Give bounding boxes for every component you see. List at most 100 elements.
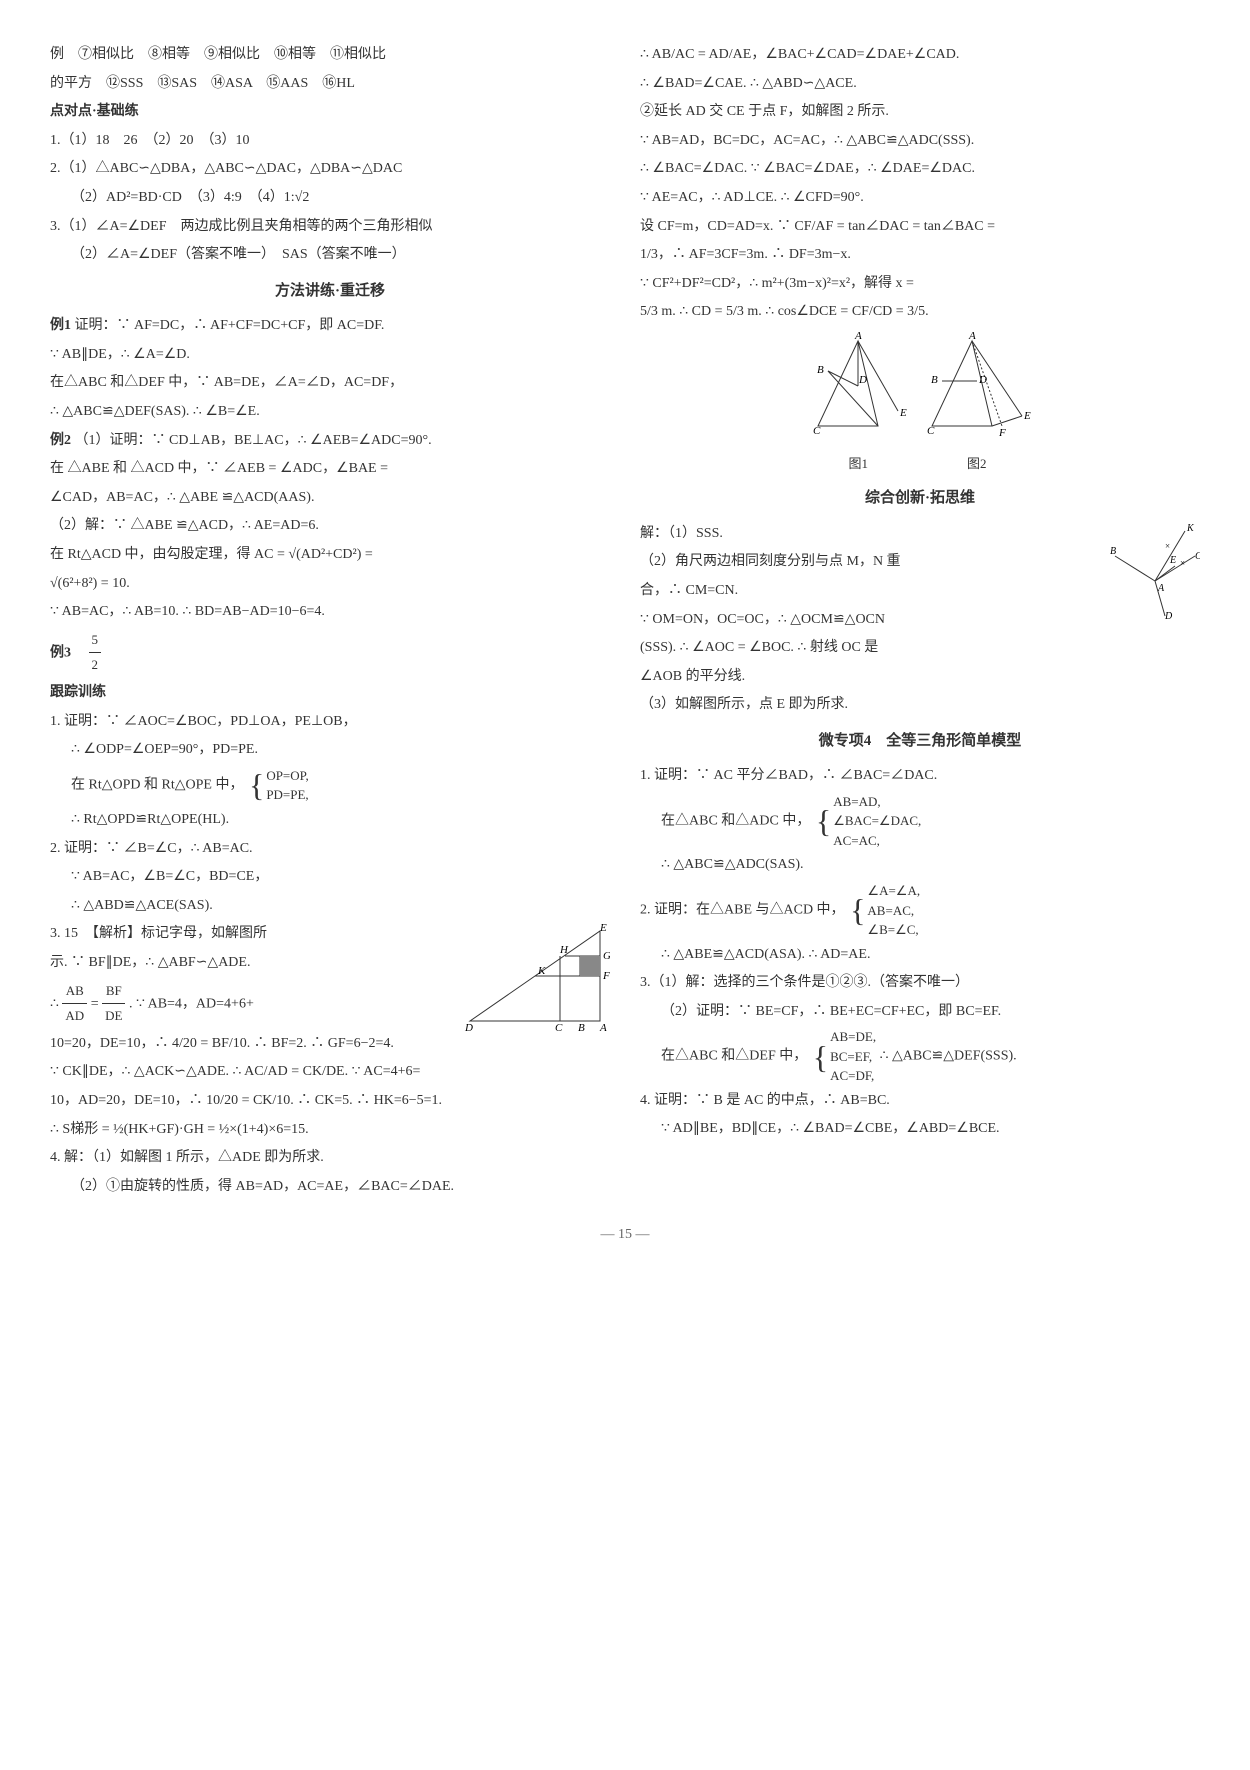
svg-text:×: × bbox=[1165, 541, 1170, 551]
text-line: ∴ ∠BAD=∠CAE. ∴ △ABD∽△ACE. bbox=[640, 71, 1200, 98]
brace-line: PD=PE, bbox=[266, 785, 308, 805]
svg-text:A: A bbox=[854, 331, 862, 342]
text-line: 4. 证明：∵ B 是 AC 的中点，∴ AB=BC. bbox=[640, 1088, 1200, 1115]
text-line: 2. 证明：在△ABE 与△ACD 中， { ∠A=∠A, AB=AC, ∠B=… bbox=[640, 881, 1200, 940]
text-line: 在△ABC 和△ADC 中， { AB=AD, ∠BAC=∠DAC, AC=AC… bbox=[640, 792, 1200, 851]
brace-line: AC=DF, bbox=[830, 1066, 876, 1086]
page-number: — 15 — bbox=[50, 1222, 1200, 1249]
text-line: ∴ △ABD≌△ACE(SAS). bbox=[50, 893, 610, 920]
svg-text:F: F bbox=[602, 970, 610, 982]
text-line: K B E C A D × × 解：（1）SSS. bbox=[640, 521, 1200, 548]
text-line: 2.（1）△ABC∽△DBA，△ABC∽△DAC，△DBA∽△DAC bbox=[50, 156, 610, 183]
text-line: ②延长 AD 交 CE 于点 F，如解图 2 所示. bbox=[640, 99, 1200, 126]
text-line: 在△ABC 和△DEF 中，∵ AB=DE，∠A=∠D，AC=DF， bbox=[50, 370, 610, 397]
svg-text:A: A bbox=[968, 331, 976, 342]
section-heading: 综合创新·拓思维 bbox=[640, 484, 1200, 513]
text-line: 2. 证明：∵ ∠B=∠C，∴ AB=AC. bbox=[50, 836, 610, 863]
text-line: √(6²+8²) = 10. bbox=[50, 571, 610, 598]
svg-text:B: B bbox=[1110, 546, 1116, 557]
triangle-diagram-icon: A B D C F E bbox=[917, 331, 1037, 441]
section-heading: 跟踪训练 bbox=[50, 680, 610, 707]
text-line: （2）解：∵ △ABE ≌△ACD，∴ AE=AD=6. bbox=[50, 513, 610, 540]
text-line: ∴ ∠ODP=∠OEP=90°，PD=PE. bbox=[50, 737, 610, 764]
left-brace-icon: { bbox=[813, 1041, 828, 1073]
svg-text:D: D bbox=[1164, 611, 1173, 621]
triangle-diagram-icon: A B D C E bbox=[803, 331, 913, 441]
example-2: 例2 （1）证明：∵ CD⊥AB，BE⊥AC，∴ ∠AEB=∠ADC=90°. bbox=[50, 428, 610, 455]
example-label: 例3 bbox=[50, 645, 71, 660]
text-line: 在△ABC 和△DEF 中， { AB=DE, BC=EF, AC=DF, ∴ … bbox=[640, 1027, 1200, 1086]
brace-group: { AB=DE, BC=EF, AC=DF, bbox=[811, 1027, 876, 1086]
text-line: ∵ AB∥DE，∴ ∠A=∠D. bbox=[50, 342, 610, 369]
text-line: 设 CF=m，CD=AD=x. ∵ CF/AF = tan∠DAC = tan∠… bbox=[640, 214, 1200, 241]
text: 解：（1）SSS. bbox=[640, 526, 723, 541]
text-line: （3）如解图所示，点 E 即为所求. bbox=[640, 692, 1200, 719]
brace-line: AB=AD, bbox=[833, 792, 921, 812]
page-content: 例 ⑦相似比 ⑧相等 ⑨相似比 ⑩相等 ⑪相似比 的平方 ⑫SSS ⑬SAS ⑭… bbox=[50, 40, 1200, 1202]
left-brace-icon: { bbox=[850, 894, 865, 926]
text-line: 4. 解：（1）如解图 1 所示，△ADE 即为所求. bbox=[50, 1145, 610, 1172]
text-line: 10，AD=20，DE=10，∴ 10/20 = CK/10. ∴ CK=5. … bbox=[50, 1088, 610, 1115]
text-line: （2）AD²=BD·CD （3）4:9 （4）1:√2 bbox=[50, 185, 610, 212]
brace-line: ∠A=∠A, bbox=[867, 881, 920, 901]
svg-text:B: B bbox=[578, 1022, 585, 1031]
brace-group: { AB=AD, ∠BAC=∠DAC, AC=AC, bbox=[814, 792, 921, 851]
text-line: ∴ △ABC≌△ADC(SAS). bbox=[640, 852, 1200, 879]
diagram-caption: 图2 bbox=[917, 452, 1037, 477]
text-line: ∵ AB=AC，∴ AB=10. ∴ BD=AB−AD=10−6=4. bbox=[50, 599, 610, 626]
text-line: （2）证明：∵ BE=CF，∴ BE+EC=CF+EC，即 BC=EF. bbox=[640, 999, 1200, 1026]
text-line: ∴ Rt△OPD≌Rt△OPE(HL). bbox=[50, 807, 610, 834]
text: 在 Rt△OPD 和 Rt△OPE 中， bbox=[71, 778, 243, 793]
svg-text:D: D bbox=[858, 374, 867, 386]
right-column: ∴ AB/AC = AD/AE，∠BAC+∠CAD=∠DAE+∠CAD. ∴ ∠… bbox=[640, 40, 1200, 1202]
svg-text:C: C bbox=[1195, 551, 1200, 562]
angle-diagram: K B E C A D × × bbox=[1110, 521, 1200, 632]
svg-text:H: H bbox=[559, 944, 569, 956]
text-line: ∴ △ABC≌△DEF(SAS). ∴ ∠B=∠E. bbox=[50, 399, 610, 426]
text-line: ∴ AB/AC = AD/AE，∠BAC+∠CAD=∠DAE+∠CAD. bbox=[640, 42, 1200, 69]
svg-text:C: C bbox=[813, 425, 821, 437]
example-label: 例2 bbox=[50, 433, 71, 448]
geometry-diagram-1: A B D C E 图1 bbox=[803, 331, 913, 476]
brace-content: AB=AD, ∠BAC=∠DAC, AC=AC, bbox=[833, 792, 921, 851]
text-line: 1. 证明：∵ AC 平分∠BAD，∴ ∠BAC=∠DAC. bbox=[640, 763, 1200, 790]
svg-text:E: E bbox=[1023, 410, 1031, 422]
text-line: ∴ S梯形 = ½(HK+GF)·GH = ½×(1+4)×6=15. bbox=[50, 1117, 610, 1144]
text-line: ∴ ∠BAC=∠DAC. ∵ ∠BAC=∠DAE，∴ ∠DAE=∠DAC. bbox=[640, 156, 1200, 183]
text-line: 的平方 ⑫SSS ⑬SAS ⑭ASA ⑮AAS ⑯HL bbox=[50, 71, 610, 98]
text-line: 在 Rt△ACD 中，由勾股定理，得 AC = √(AD²+CD²) = bbox=[50, 542, 610, 569]
section-heading: 点对点·基础练 bbox=[50, 99, 610, 126]
text-line: ∵ AB=AC，∠B=∠C，BD=CE， bbox=[50, 864, 610, 891]
text-line: （2）∠A=∠DEF（答案不唯一） SAS（答案不唯一） bbox=[50, 242, 610, 269]
svg-text:G: G bbox=[603, 950, 610, 962]
left-column: 例 ⑦相似比 ⑧相等 ⑨相似比 ⑩相等 ⑪相似比 的平方 ⑫SSS ⑬SAS ⑭… bbox=[50, 40, 610, 1202]
brace-group: { OP=OP, PD=PE, bbox=[247, 766, 309, 805]
section-heading: 微专项4 全等三角形简单模型 bbox=[640, 727, 1200, 756]
geometry-diagram: E H G K F D C B A bbox=[460, 921, 610, 1042]
brace-line: AC=AC, bbox=[833, 831, 921, 851]
text-line: ∵ AD∥BE，BD∥CE，∴ ∠BAD=∠CBE，∠ABD=∠BCE. bbox=[640, 1116, 1200, 1143]
text: 证明：∵ AF=DC，∴ AF+CF=DC+CF，即 AC=DF. bbox=[75, 318, 385, 333]
text-line: ∵ AB=AD，BC=DC，AC=AC，∴ △ABC≌△ADC(SSS). bbox=[640, 128, 1200, 155]
text: ∴ △ABC≌△DEF(SSS). bbox=[880, 1049, 1017, 1064]
text-line: 3.（1）解：选择的三个条件是①②③.（答案不唯一） bbox=[640, 970, 1200, 997]
fraction: ABAD bbox=[62, 979, 87, 1029]
text: 在△ABC 和△ADC 中， bbox=[661, 813, 810, 828]
svg-text:C: C bbox=[555, 1022, 563, 1031]
svg-text:A: A bbox=[1157, 583, 1165, 594]
text-line: ∴ △ABE≌△ACD(ASA). ∴ AD=AE. bbox=[640, 942, 1200, 969]
text-line: ∵ AE=AC，∴ AD⊥CE. ∴ ∠CFD=90°. bbox=[640, 185, 1200, 212]
text: 在△ABC 和△DEF 中， bbox=[661, 1049, 807, 1064]
page-number-value: 15 bbox=[618, 1227, 632, 1242]
text-line: ∵ CF²+DF²=CD²，∴ m²+(3m−x)²=x²，解得 x = bbox=[640, 271, 1200, 298]
brace-line: AB=AC, bbox=[867, 901, 920, 921]
brace-content: OP=OP, PD=PE, bbox=[266, 766, 308, 805]
text: 2. 证明：在△ABE 与△ACD 中， bbox=[640, 903, 845, 918]
fraction: 52 bbox=[89, 628, 102, 678]
brace-line: ∠B=∠C, bbox=[867, 920, 920, 940]
svg-text:E: E bbox=[1169, 555, 1176, 566]
text-line: ∵ CK∥DE，∴ △ACK∽△ADE. ∴ AC/AD = CK/DE. ∵ … bbox=[50, 1059, 610, 1086]
example-3: 例3 52 bbox=[50, 628, 610, 678]
geometry-diagram-2: A B D C F E 图2 bbox=[917, 331, 1037, 476]
text: （1）证明：∵ CD⊥AB，BE⊥AC，∴ ∠AEB=∠ADC=90°. bbox=[75, 433, 432, 448]
